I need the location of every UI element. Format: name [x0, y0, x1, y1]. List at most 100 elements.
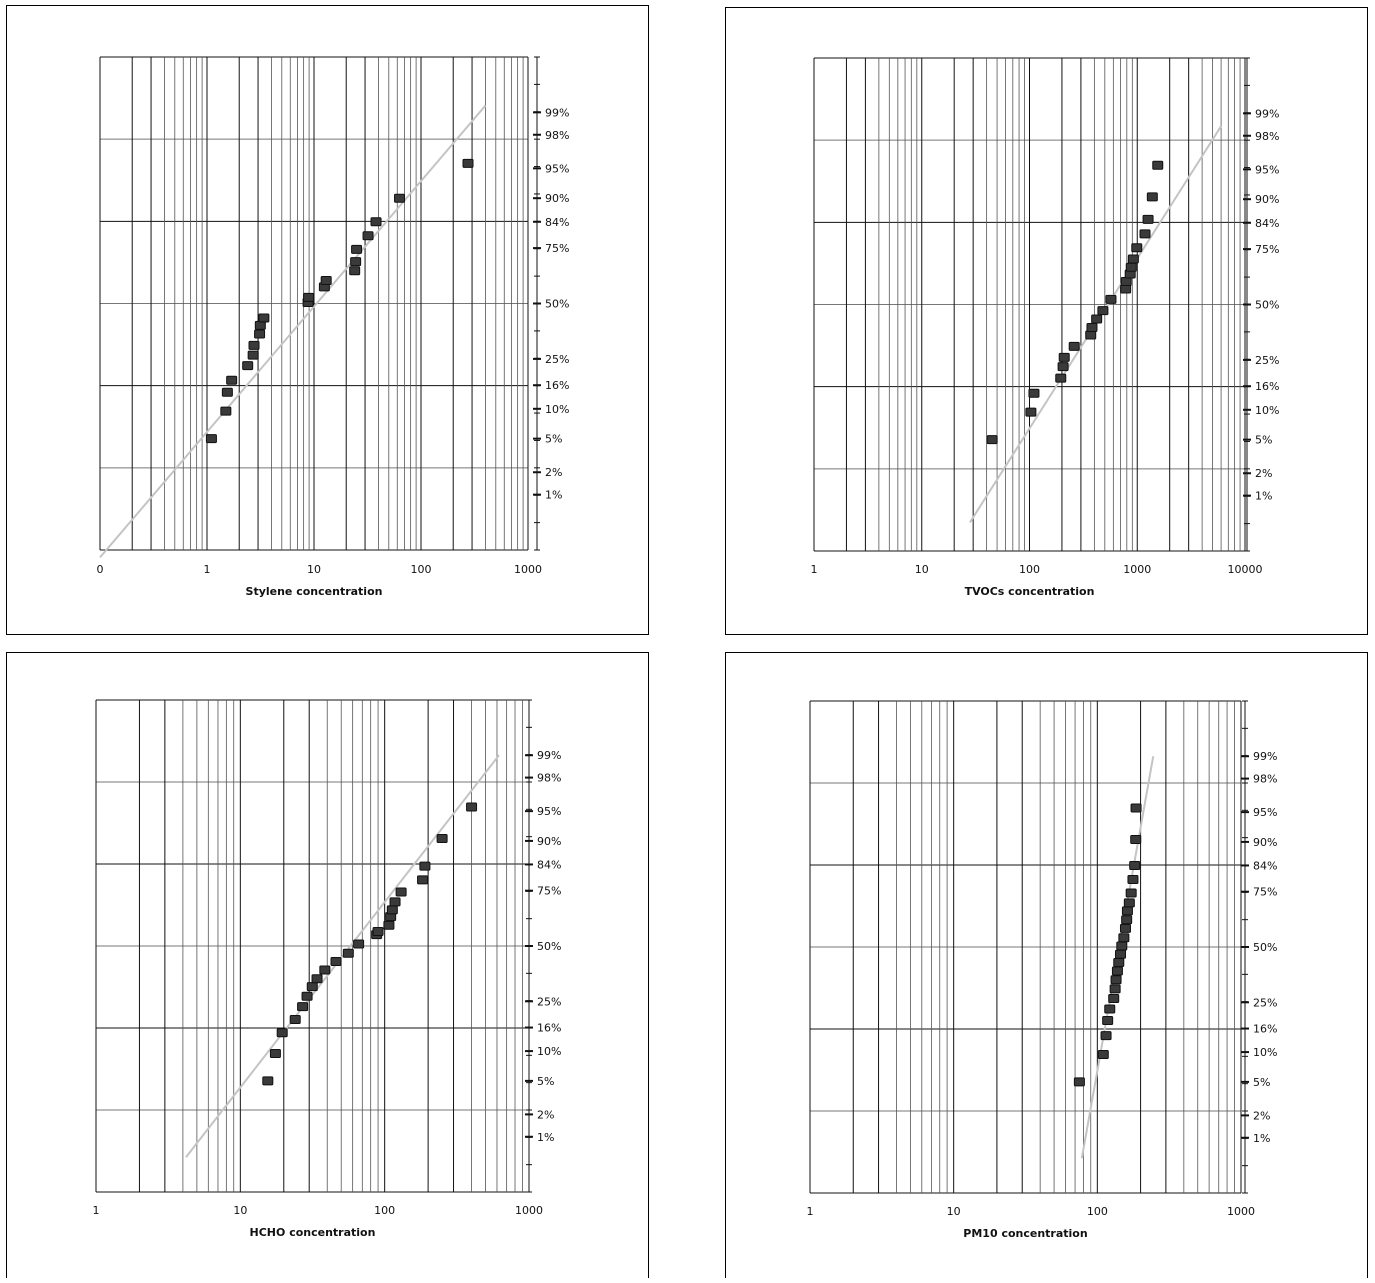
data-point — [342, 948, 354, 958]
data-point — [350, 257, 362, 267]
x-tick-label: 100 — [1019, 563, 1040, 576]
x-tick-label: 0 — [97, 563, 104, 576]
data-point — [330, 957, 342, 967]
data-point — [1139, 229, 1151, 239]
data-point — [1118, 933, 1130, 943]
data-point — [1142, 214, 1154, 224]
data-point — [1068, 341, 1080, 351]
y-tick-label: 1% — [537, 1131, 554, 1144]
x-axis-title: HCHO concentration — [250, 1226, 376, 1239]
y-tick-label: 50% — [537, 940, 561, 953]
x-tick-label: 1 — [811, 563, 818, 576]
tvocs-chart-panel: 99% 98% 95% 90% 84% 75% 50% 25% 16% 10% 5% 2% 1% 1 10 1… — [725, 7, 1368, 635]
x-tick-label: 1000 — [515, 1204, 543, 1217]
data-point — [1121, 906, 1133, 916]
y-tick-label: 75% — [537, 885, 561, 898]
data-point — [269, 1048, 281, 1058]
y-tick-label: 25% — [1253, 996, 1277, 1009]
data-point — [289, 1015, 301, 1025]
y-tick-label: 50% — [1255, 299, 1279, 312]
data-point — [1116, 941, 1128, 951]
y-tick-label: 50% — [545, 298, 569, 311]
data-point — [1129, 860, 1141, 870]
y-tick-label: 95% — [537, 805, 561, 818]
data-point — [221, 387, 233, 397]
y-tick-label: 25% — [545, 353, 569, 366]
data-point — [1085, 330, 1097, 340]
pm10-chart-panel: 99% 98% 95% 90% 84% 75% 50% 25% 16% 10% 5% 2% 1% 1 10 1… — [725, 652, 1368, 1278]
x-tick-label: 100 — [1087, 1205, 1108, 1218]
grid — [809, 700, 1242, 1194]
y-tick-label: 16% — [1253, 1023, 1277, 1036]
data-point — [306, 982, 318, 992]
data-point — [389, 897, 401, 907]
data-point — [419, 861, 431, 871]
data-point — [436, 834, 448, 844]
x-tick-label: 1 — [93, 1204, 100, 1217]
y-tick-label: 5% — [1255, 434, 1272, 447]
data-point — [1120, 277, 1132, 287]
y-tick-label: 75% — [1253, 886, 1277, 899]
y-tick-label: 1% — [1255, 490, 1272, 503]
x-tick-label: 10 — [307, 563, 321, 576]
y-tick-label: 99% — [1253, 750, 1277, 763]
x-axis-title: Stylene concentration — [246, 585, 383, 598]
y-tick-label: 84% — [537, 858, 561, 871]
data-point — [320, 276, 332, 286]
data-point — [1097, 1049, 1109, 1059]
y-tick-label: 16% — [537, 1022, 561, 1035]
y-tick-label: 95% — [545, 162, 569, 175]
y-tick-label: 2% — [1255, 467, 1272, 480]
data-point — [1125, 262, 1137, 272]
y-tick-label: 25% — [537, 995, 561, 1008]
data-point — [262, 1076, 274, 1086]
pm10-probability-plot: 99% 98% 95% 90% 84% 75% 50% 25% 16% 10% 5% 2% 1% 1 10 1… — [807, 700, 1277, 1240]
data-point — [1119, 923, 1131, 933]
x-tick-label: 10 — [915, 563, 929, 576]
grid — [813, 57, 1246, 552]
data-point — [386, 905, 398, 915]
data-point — [394, 193, 406, 203]
y-tick-label: 25% — [1255, 354, 1279, 367]
data-point — [466, 802, 478, 812]
data-point — [1091, 314, 1103, 324]
y-tick-label: 98% — [537, 772, 561, 785]
y-tick-label: 5% — [1253, 1076, 1270, 1089]
x-tick-label: 10 — [233, 1204, 247, 1217]
data-point — [1055, 373, 1067, 383]
data-point — [1123, 898, 1135, 908]
y-tick-label: 2% — [545, 466, 562, 479]
hcho-chart-panel: 99% 98% 95% 90% 84% 75% 50% 25% 16% 10% 5% 2% 1% 1 10 1… — [6, 652, 649, 1278]
data-point — [1152, 160, 1164, 170]
data-point — [254, 320, 266, 330]
data-point — [1057, 362, 1069, 372]
y-tick-label: 16% — [545, 379, 569, 392]
tvocs-probability-plot: 99% 98% 95% 90% 84% 75% 50% 25% 16% 10% 5% 2% 1% 1 10 1… — [811, 57, 1279, 598]
data-point — [1105, 294, 1117, 304]
data-point — [1025, 407, 1037, 417]
y-tick-label: 95% — [1255, 163, 1279, 176]
data-point — [1125, 888, 1137, 898]
x-tick-label: 10 — [947, 1205, 961, 1218]
y-tick-label: 16% — [1255, 380, 1279, 393]
y-tick-label: 98% — [1253, 773, 1277, 786]
y-tick-label: 10% — [537, 1045, 561, 1058]
data-point — [986, 435, 998, 445]
fit-line — [185, 754, 500, 1158]
y-tick-label: 1% — [1253, 1132, 1270, 1145]
data-point — [1073, 1077, 1085, 1087]
y-tick-label: 2% — [1253, 1109, 1270, 1122]
stylene-probability-plot: 99% 98% 95% 90% 84% 75% 50% 25% 16% 10% 5% 2% 1% 0 1 10… — [97, 56, 569, 598]
data-point — [220, 406, 232, 416]
x-tick-label: 1000 — [1123, 563, 1151, 576]
x-tick-label: 1 — [807, 1205, 814, 1218]
y-tick-label: 84% — [1253, 859, 1277, 872]
data-point — [372, 927, 384, 937]
data-point — [351, 244, 363, 254]
x-tick-label: 10000 — [1228, 563, 1263, 576]
data-point — [1130, 803, 1142, 813]
data-points — [986, 160, 1164, 445]
y-tick-label: 84% — [1255, 217, 1279, 230]
data-point — [254, 329, 266, 339]
data-point — [303, 292, 315, 302]
